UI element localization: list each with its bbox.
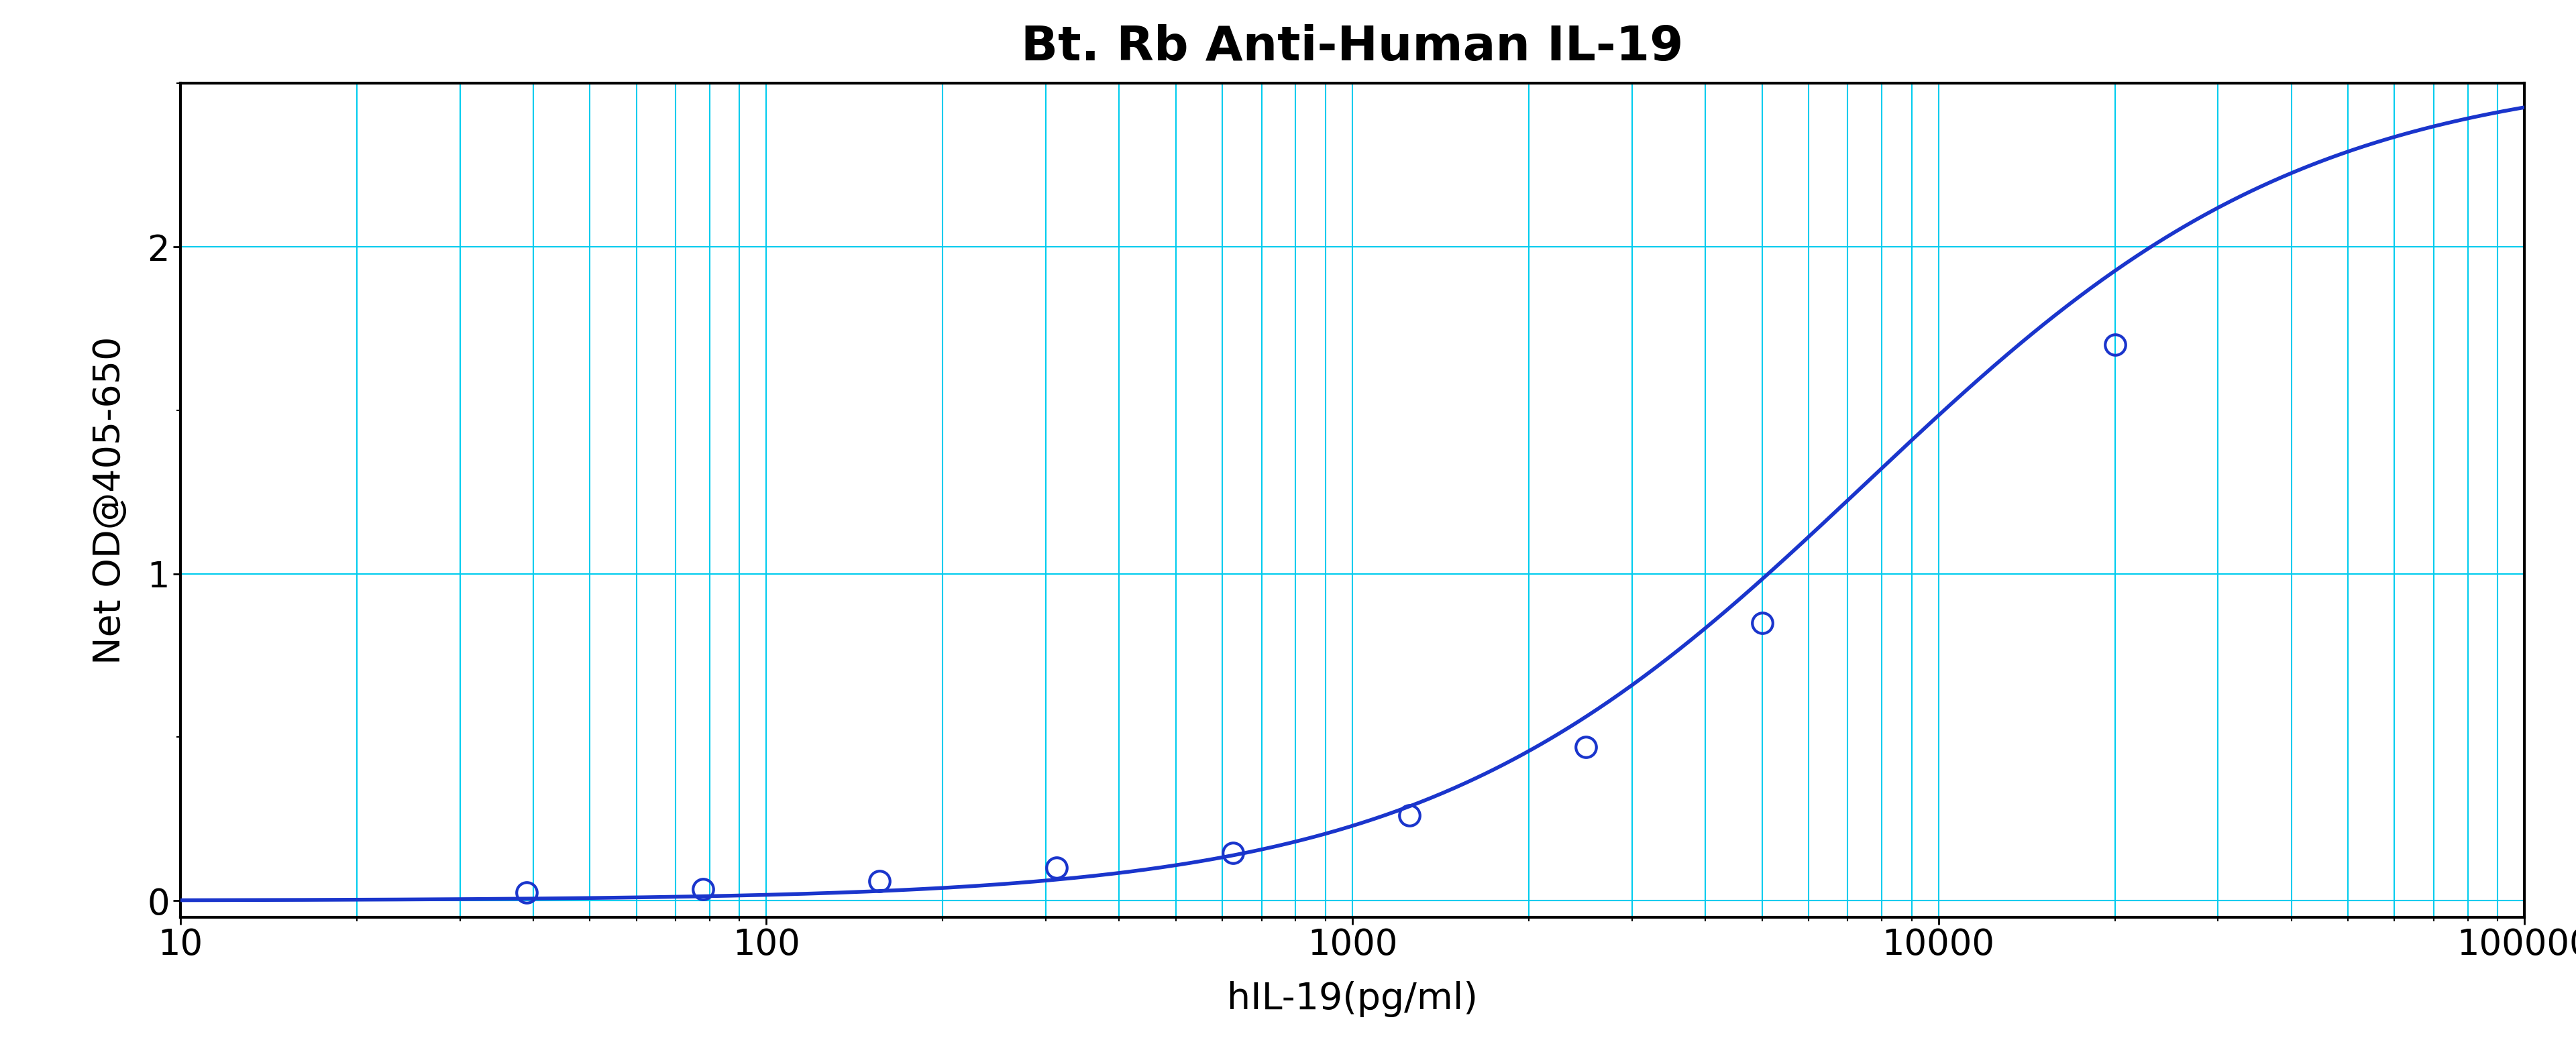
X-axis label: hIL-19(pg/ml): hIL-19(pg/ml) (1226, 982, 1479, 1017)
Title: Bt. Rb Anti-Human IL-19: Bt. Rb Anti-Human IL-19 (1020, 24, 1685, 70)
Y-axis label: Net OD@405-650: Net OD@405-650 (93, 337, 129, 664)
